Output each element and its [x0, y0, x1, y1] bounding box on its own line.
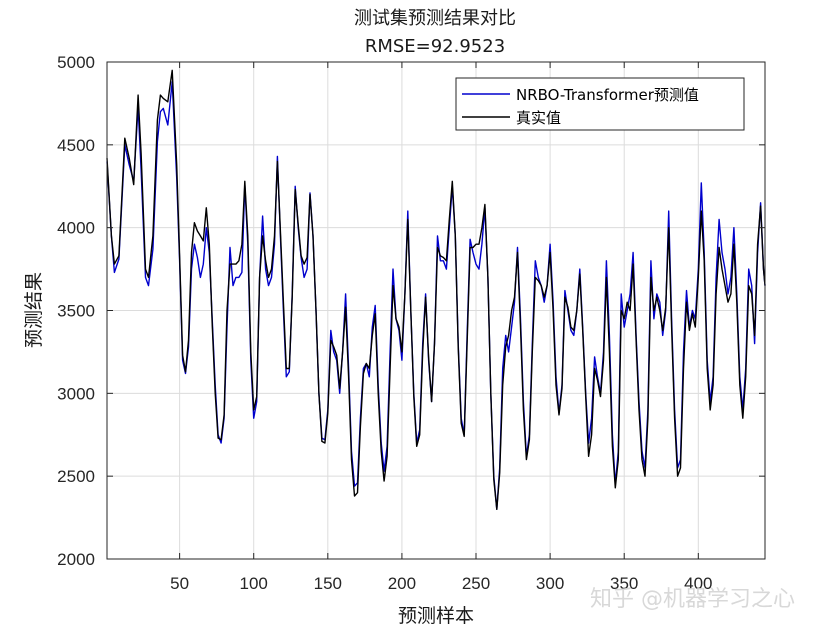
series-line-actual	[106, 69, 766, 510]
chart-title: 测试集预测结果对比	[354, 8, 516, 29]
y-tick-label: 3500	[57, 302, 95, 321]
x-tick-label: 50	[170, 574, 189, 593]
y-tick-label: 2000	[57, 550, 95, 569]
legend: NRBO-Transformer预测值 真实值	[455, 77, 745, 131]
x-tick-label: 350	[610, 574, 638, 593]
legend-label-prediction: NRBO-Transformer预测值	[516, 86, 699, 104]
y-axis-label: 预测结果	[23, 272, 45, 348]
chart-subtitle-rmse: RMSE=92.9523	[365, 36, 505, 57]
y-tick-label: 4000	[57, 219, 95, 238]
series-line-prediction	[106, 81, 766, 510]
x-tick-label: 150	[314, 574, 342, 593]
x-tick-label: 300	[536, 574, 564, 593]
watermark-text: 知乎 @机器学习之心	[590, 587, 795, 612]
x-tick-labels: 50 100 150 200 250 300 350 400	[170, 574, 712, 593]
x-tick-label: 100	[240, 574, 268, 593]
y-tick-label: 3000	[57, 384, 95, 403]
x-axis-label: 预测样本	[398, 605, 474, 627]
x-tick-label: 250	[462, 574, 490, 593]
legend-box	[455, 77, 745, 131]
x-tick-label: 400	[684, 574, 712, 593]
y-tick-labels: 2000 2500 3000 3500 4000 4500 5000	[57, 53, 95, 569]
legend-label-actual: 真实值	[516, 109, 561, 127]
series-layer	[106, 69, 766, 510]
y-tick-label: 4500	[57, 136, 95, 155]
y-tick-label: 5000	[57, 53, 95, 72]
y-tick-label: 2500	[57, 467, 95, 486]
x-tick-label: 200	[388, 574, 416, 593]
axes-frame	[106, 61, 766, 560]
